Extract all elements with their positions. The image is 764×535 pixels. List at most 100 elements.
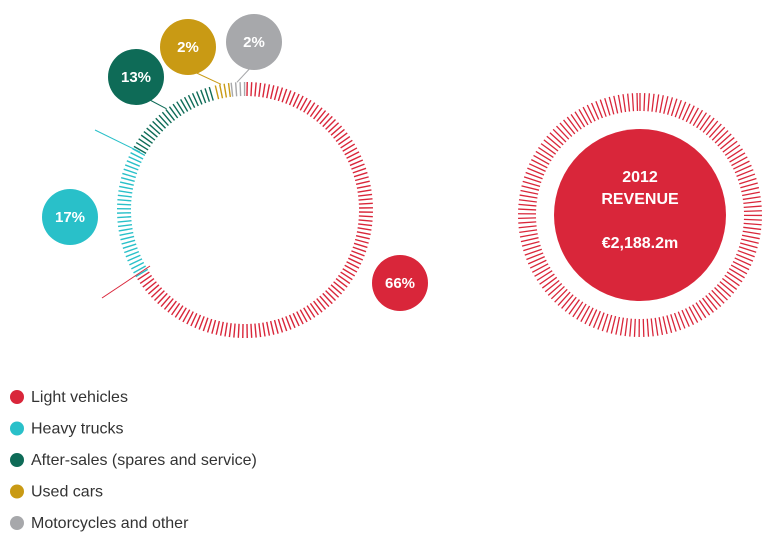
ring-tick (556, 125, 570, 140)
segment-tick (316, 298, 327, 310)
ring-tick (741, 238, 759, 244)
ring-tick (670, 98, 678, 117)
leader (101, 265, 151, 299)
ring-tick (742, 191, 760, 197)
segment-tick (180, 99, 189, 112)
segment-tick (183, 96, 192, 110)
bubble (42, 189, 98, 245)
segment-tick (354, 176, 369, 182)
segment-tick (325, 290, 337, 302)
segment-tick (227, 82, 232, 98)
segment-tick (327, 287, 340, 298)
segment-tick (219, 84, 224, 99)
ring-tick (696, 112, 707, 129)
ring-tick (743, 222, 762, 226)
segment-tick (130, 152, 144, 160)
value-label: 13% (121, 69, 151, 86)
ring-tick (519, 233, 538, 238)
ring-tick (610, 315, 617, 334)
ring-tick (663, 96, 669, 114)
segment-tick (277, 318, 284, 333)
segment-tick (337, 274, 351, 284)
bubble (226, 14, 282, 70)
ring-tick (534, 266, 551, 277)
segment-tick (269, 320, 275, 335)
segment-tick (121, 239, 136, 245)
legend-dot (10, 516, 24, 530)
segment-tick (349, 253, 364, 261)
value-label: 66% (385, 275, 415, 292)
ring-tick (724, 274, 740, 287)
ring-tick (722, 140, 738, 153)
segment-tick (258, 82, 262, 97)
segment-tick (215, 320, 221, 335)
segment-tick (119, 185, 134, 190)
segment-tick (161, 111, 172, 124)
ring-tick (557, 291, 571, 306)
segment-tick (262, 83, 266, 98)
ring-tick (743, 205, 762, 209)
segment-tick (309, 104, 319, 118)
ring-tick (732, 260, 750, 271)
ring-tick (601, 313, 609, 332)
ring-tick (716, 284, 732, 298)
segment-tick (335, 278, 348, 288)
segment-tick (187, 94, 196, 109)
ring-tick (651, 93, 655, 112)
ring-tick (727, 148, 743, 160)
ring-tick (544, 279, 560, 293)
segment-tick (195, 91, 203, 105)
segment-tick (358, 219, 373, 222)
ring-tick (739, 242, 758, 249)
segment-tick (139, 274, 153, 284)
segment-tick (237, 323, 240, 338)
legend-label: Heavy trucks (31, 421, 123, 438)
ring-tick (561, 294, 574, 309)
segment-tick (155, 117, 167, 129)
segment-tick (138, 138, 151, 148)
segment-tick (200, 89, 207, 104)
ring-tick (554, 288, 568, 303)
ring-tick (743, 210, 762, 213)
segment-tick (174, 305, 184, 318)
segment-tick (176, 101, 185, 114)
segment-tick (316, 110, 327, 122)
ring-tick (604, 98, 611, 116)
ring-tick (737, 173, 756, 181)
segment-tick (330, 125, 343, 136)
ring-tick (642, 318, 645, 337)
segment-tick (133, 265, 147, 274)
ring-tick (666, 315, 673, 334)
segment-tick (119, 231, 134, 236)
value-label: 2% (243, 34, 265, 51)
segment-tick (133, 145, 147, 154)
segment-tick (355, 180, 370, 186)
segment-tick (190, 313, 198, 327)
segment-tick (149, 124, 161, 135)
segment-tick (224, 322, 228, 337)
ring-tick (518, 199, 537, 203)
ring-tick (527, 256, 545, 265)
ring-tick (518, 225, 537, 229)
segment-tick (239, 82, 242, 97)
ring-tick (547, 283, 563, 296)
ring-tick (566, 116, 579, 132)
segment-tick (348, 257, 362, 265)
segment-tick (322, 292, 333, 305)
ring-tick (699, 114, 711, 131)
ring-tick (606, 314, 613, 333)
ring-tick (518, 203, 537, 207)
ring-tick (654, 317, 659, 336)
ring-tick (662, 316, 668, 335)
segment (116, 148, 149, 278)
segment-tick (117, 194, 132, 198)
ring-tick (741, 186, 760, 193)
segment-tick (281, 88, 288, 103)
ring-tick (527, 167, 545, 176)
segment-tick (158, 114, 169, 127)
segment-tick (303, 99, 312, 113)
ring-tick (739, 177, 757, 185)
segment-tick (313, 300, 323, 313)
segment-tick (171, 302, 181, 316)
segment-tick (313, 107, 323, 120)
